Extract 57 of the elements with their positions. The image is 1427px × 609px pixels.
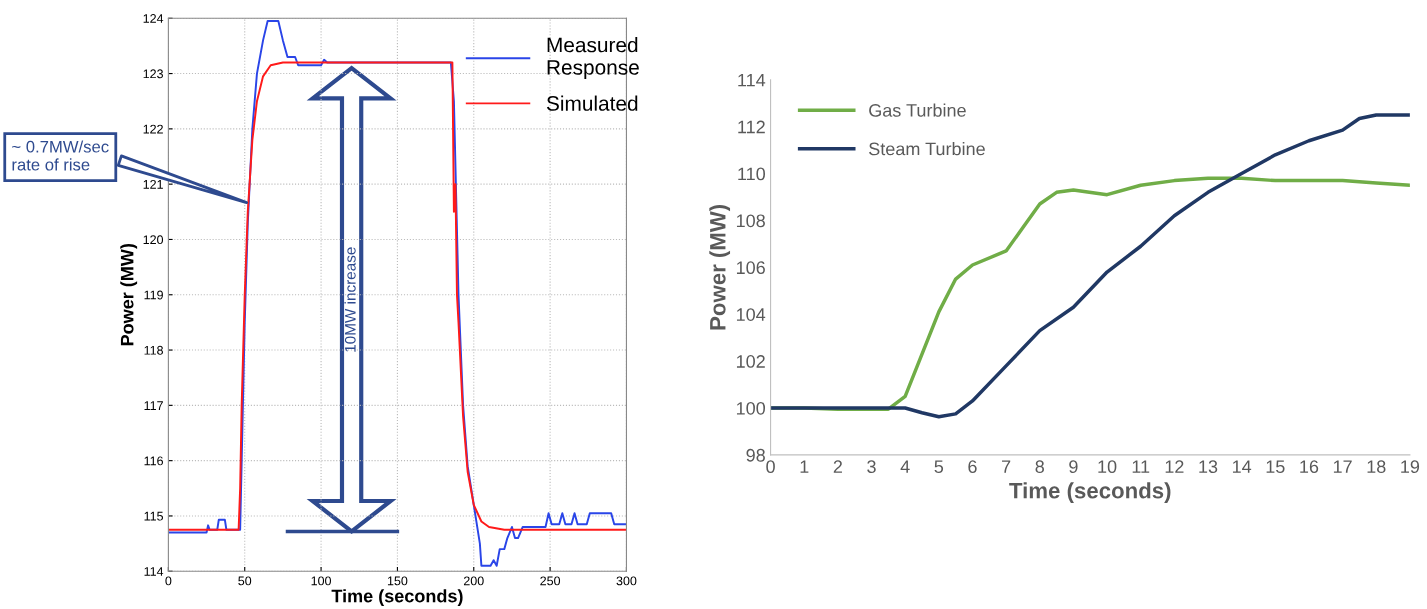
- y-tick-label: 98: [746, 448, 765, 462]
- x-tick-label: 50: [238, 576, 252, 586]
- y-tick-label: 123: [143, 69, 163, 79]
- x-tick-label: 13: [1199, 460, 1218, 474]
- y-tick-label: 118: [144, 345, 163, 355]
- legend-label: Steam Turbine: [869, 142, 985, 156]
- x-tick-label: 6: [968, 460, 977, 474]
- y-tick-label: 116: [144, 456, 163, 466]
- y-tick-label: 115: [144, 511, 163, 521]
- x-tick-label: 2: [833, 460, 842, 473]
- y-axis-title: Power (MW): [120, 244, 138, 346]
- x-tick-label: 0: [165, 576, 172, 586]
- y-tick-label: 117: [144, 401, 163, 410]
- x-tick-label: 7: [1002, 460, 1011, 473]
- x-tick-label: 200: [463, 576, 484, 586]
- y-tick-label: 114: [738, 73, 766, 87]
- y-tick-label: 112: [738, 120, 765, 134]
- x-tick-label: 5: [934, 460, 944, 474]
- x-tick-label: 17: [1333, 460, 1352, 473]
- x-tick-label: 16: [1300, 460, 1319, 474]
- annotation: ~ 0.7MW/sec rate of rise: [12, 140, 109, 171]
- x-tick-label: 3: [867, 460, 876, 474]
- x-tick-label: 250: [540, 576, 561, 586]
- x-tick-label: 18: [1367, 460, 1386, 474]
- legend-label: Measured Response: [547, 37, 639, 79]
- x-tick-label: 10: [1098, 460, 1117, 474]
- y-tick-label: 104: [736, 308, 766, 321]
- x-tick-label: 100: [311, 576, 332, 586]
- x-tick-label: 11: [1132, 460, 1150, 473]
- y-tick-label: 102: [736, 355, 765, 368]
- x-tick-label: 9: [1069, 460, 1078, 474]
- x-tick-label: 19: [1401, 460, 1420, 474]
- x-axis-title: Time (seconds): [1009, 482, 1171, 503]
- x-tick-label: 14: [1232, 460, 1252, 473]
- x-axis-title: Time (seconds): [331, 589, 463, 606]
- legend-label: Simulated: [546, 95, 638, 111]
- y-tick-label: 106: [736, 261, 765, 275]
- x-tick-label: 4: [900, 460, 910, 473]
- x-tick-label: 12: [1165, 460, 1184, 473]
- y-tick-label: 119: [144, 290, 163, 300]
- x-tick-label: 150: [387, 576, 408, 586]
- x-tick-label: 0: [766, 460, 775, 474]
- y-tick-label: 124: [143, 14, 164, 23]
- x-tick-label: 1: [800, 460, 809, 473]
- y-tick-label: 100: [736, 401, 766, 415]
- y-axis-title: Power (MW): [709, 204, 731, 330]
- y-tick-label: 122: [143, 124, 163, 134]
- x-tick-label: 300: [616, 576, 637, 586]
- annotation: 10MW increase: [344, 247, 356, 352]
- y-tick-label: 120: [143, 235, 164, 245]
- legend-label: Gas Turbine: [869, 103, 966, 117]
- y-tick-label: 108: [736, 214, 765, 228]
- y-tick-label: 110: [738, 167, 766, 181]
- x-tick-label: 8: [1035, 460, 1044, 474]
- y-tick-label: 114: [144, 567, 164, 576]
- x-tick-label: 15: [1266, 460, 1285, 474]
- y-tick-label: 121: [143, 179, 163, 189]
